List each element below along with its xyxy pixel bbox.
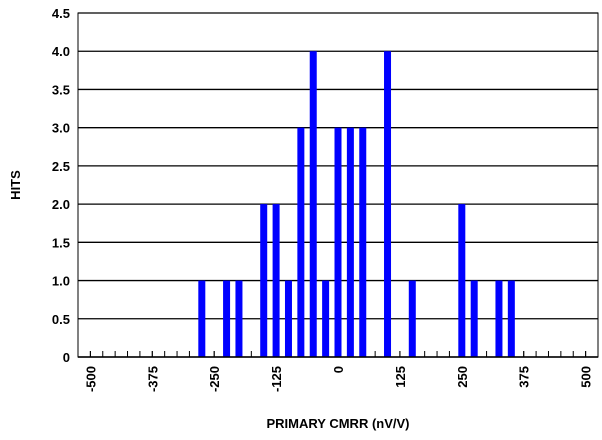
y-tick-label: 3.0 [52, 121, 70, 136]
bar [322, 280, 330, 357]
y-tick-label: 0.5 [52, 312, 70, 327]
y-tick-label: 2.0 [52, 197, 70, 212]
bar [359, 127, 367, 358]
x-tick-label: -375 [145, 366, 160, 392]
bar [223, 280, 231, 357]
bar [458, 204, 466, 357]
y-tick-label: 0 [63, 350, 70, 365]
bar [408, 280, 416, 357]
bar [297, 127, 305, 358]
x-tick-label: 375 [517, 366, 532, 388]
y-tick-label: 4.0 [52, 44, 70, 59]
y-tick-label: 1.5 [52, 235, 70, 250]
bar [495, 280, 503, 357]
bar [309, 51, 317, 357]
bar [260, 204, 268, 357]
bar [346, 127, 354, 358]
x-tick-label: 125 [393, 366, 408, 388]
bar [384, 51, 392, 357]
x-tick-label: -125 [269, 366, 284, 392]
x-axis-title: PRIMARY CMRR (nV/V) [267, 416, 410, 431]
x-tick-label: 500 [579, 366, 594, 388]
bar [284, 280, 292, 357]
y-tick-label: 1.0 [52, 274, 70, 289]
bar [272, 204, 280, 357]
bar [198, 280, 206, 357]
x-tick-label: 250 [455, 366, 470, 388]
y-tick-label: 2.5 [52, 159, 70, 174]
bar [470, 280, 478, 357]
x-tick-label: -250 [207, 366, 222, 392]
x-tick-label: -500 [83, 366, 98, 392]
bar [507, 280, 515, 357]
y-axis-title: HITS [8, 170, 23, 200]
y-tick-label: 3.5 [52, 82, 70, 97]
x-tick-label: 0 [331, 366, 346, 373]
bar [235, 280, 243, 357]
bar [334, 127, 342, 358]
y-tick-label: 4.5 [52, 6, 70, 21]
